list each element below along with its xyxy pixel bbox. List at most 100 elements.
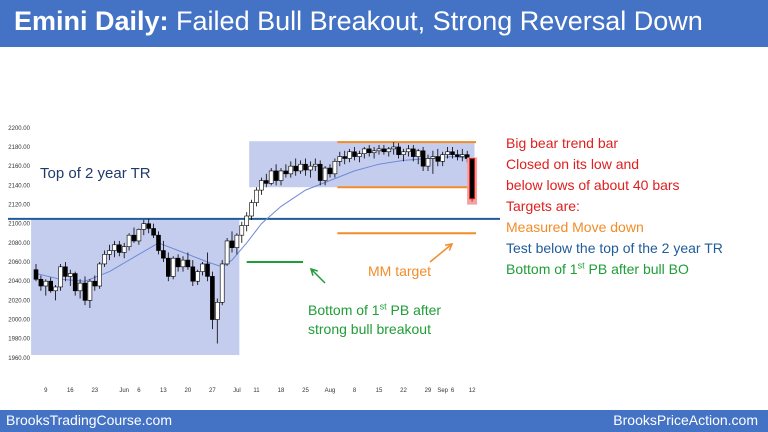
pb-arrow bbox=[309, 267, 326, 284]
candle bbox=[156, 231, 161, 255]
footer-right-link[interactable]: BrooksPriceAction.com bbox=[613, 412, 758, 428]
candle-body bbox=[445, 151, 450, 155]
candle bbox=[352, 146, 357, 161]
candle-body bbox=[376, 148, 382, 152]
pb-text-sup: st bbox=[379, 301, 387, 312]
candle-body bbox=[410, 148, 416, 157]
x-tick-label: 15 bbox=[376, 388, 383, 394]
x-tick-label: 23 bbox=[91, 388, 98, 394]
candle-body bbox=[82, 282, 88, 301]
candle bbox=[92, 275, 98, 291]
x-tick-label: 18 bbox=[278, 388, 285, 394]
candle bbox=[347, 148, 352, 163]
candle bbox=[205, 252, 210, 282]
candle bbox=[263, 173, 269, 188]
candle-body bbox=[450, 151, 455, 155]
candle bbox=[401, 148, 406, 162]
candle-body bbox=[166, 257, 171, 277]
candle bbox=[58, 263, 63, 291]
candle-body bbox=[435, 156, 441, 162]
candle bbox=[386, 146, 392, 157]
candle-body bbox=[312, 163, 318, 167]
x-tick-label: 6 bbox=[451, 388, 455, 394]
candle bbox=[107, 244, 112, 261]
pb-arrow-head bbox=[309, 267, 318, 276]
candle bbox=[195, 269, 200, 286]
candle bbox=[126, 233, 132, 251]
candle-body bbox=[430, 156, 436, 159]
footer-left-link[interactable]: BrooksTradingCourse.com bbox=[6, 412, 172, 428]
candle-body bbox=[415, 150, 421, 157]
note-targets: Targets are: bbox=[506, 198, 580, 214]
candle-body bbox=[200, 263, 205, 272]
candle-body bbox=[278, 170, 284, 181]
candle bbox=[68, 269, 73, 286]
candle-body bbox=[283, 170, 289, 175]
candle-body bbox=[273, 170, 279, 181]
candle bbox=[283, 164, 289, 178]
candle bbox=[317, 160, 323, 186]
candle-body bbox=[327, 167, 333, 175]
candle-body bbox=[386, 148, 392, 153]
y-tick-label: 2200.00 bbox=[8, 126, 30, 132]
candle-body bbox=[371, 150, 377, 154]
candle-body bbox=[361, 148, 367, 154]
candle-body bbox=[117, 244, 122, 253]
y-tick-label: 2120.00 bbox=[8, 203, 30, 209]
candle bbox=[97, 262, 102, 289]
candle bbox=[185, 252, 191, 270]
candle bbox=[376, 145, 382, 155]
annotation-top-tr: Top of 2 year TR bbox=[40, 165, 151, 182]
candle bbox=[161, 240, 166, 263]
candle bbox=[381, 145, 387, 155]
x-tick-label: Aug bbox=[325, 388, 336, 394]
note-test-top-tr: Test below the top of the 2 year TR bbox=[506, 240, 723, 256]
candle bbox=[136, 228, 142, 245]
note-below-lows: below lows of about 40 bars bbox=[506, 177, 680, 193]
pb-arrow-shaft bbox=[310, 268, 326, 284]
candle-body bbox=[185, 259, 191, 268]
y-tick-label: 2040.00 bbox=[8, 279, 30, 285]
candle-body bbox=[254, 189, 259, 203]
candle bbox=[425, 154, 431, 171]
candle-body bbox=[72, 273, 78, 292]
pb-text-b: PB after bbox=[386, 302, 442, 318]
mm-arrow-shaft bbox=[429, 243, 453, 263]
candle-body bbox=[259, 180, 264, 191]
candle bbox=[410, 145, 416, 162]
candle bbox=[210, 271, 215, 330]
candle-body bbox=[396, 146, 401, 155]
candle-body bbox=[293, 165, 299, 172]
candle bbox=[273, 164, 279, 186]
candle bbox=[77, 279, 83, 299]
note-big-bear-bar: Big bear trend bar bbox=[506, 135, 619, 151]
ema-line bbox=[35, 156, 473, 282]
note-first-pb-a: Bottom of 1 bbox=[506, 261, 578, 277]
candle bbox=[450, 146, 455, 159]
x-tick-label: 13 bbox=[160, 388, 167, 394]
candle-body bbox=[63, 266, 68, 277]
candle bbox=[72, 271, 78, 296]
x-tick-label: 22 bbox=[400, 388, 407, 394]
y-tick-label: 2080.00 bbox=[8, 241, 30, 247]
candle bbox=[366, 145, 372, 157]
x-tick-label: Sep bbox=[437, 388, 448, 394]
candlestick-chart: 1960.00 1980.00 2000.00 2020.00 2040.00 2060.… bbox=[8, 126, 500, 394]
x-tick-label: 8 bbox=[353, 388, 357, 394]
candle-body bbox=[224, 240, 230, 265]
candle-body bbox=[43, 280, 49, 287]
x-tick-label: 11 bbox=[253, 388, 260, 394]
candle-body bbox=[455, 154, 460, 157]
candle bbox=[396, 143, 401, 159]
candle-body bbox=[156, 234, 161, 251]
level-lines bbox=[8, 141, 500, 264]
candle-body bbox=[298, 163, 303, 172]
mm-arrow bbox=[429, 243, 454, 263]
x-tick-label: 27 bbox=[209, 388, 216, 394]
moving-average bbox=[35, 156, 473, 282]
candle-body bbox=[180, 259, 186, 268]
title-rest: Failed Bull Breakout, Strong Reversal Do… bbox=[168, 6, 703, 36]
pb-text-a: Bottom of 1 bbox=[308, 302, 380, 318]
candle-body bbox=[195, 271, 200, 282]
candle-body bbox=[229, 240, 235, 248]
